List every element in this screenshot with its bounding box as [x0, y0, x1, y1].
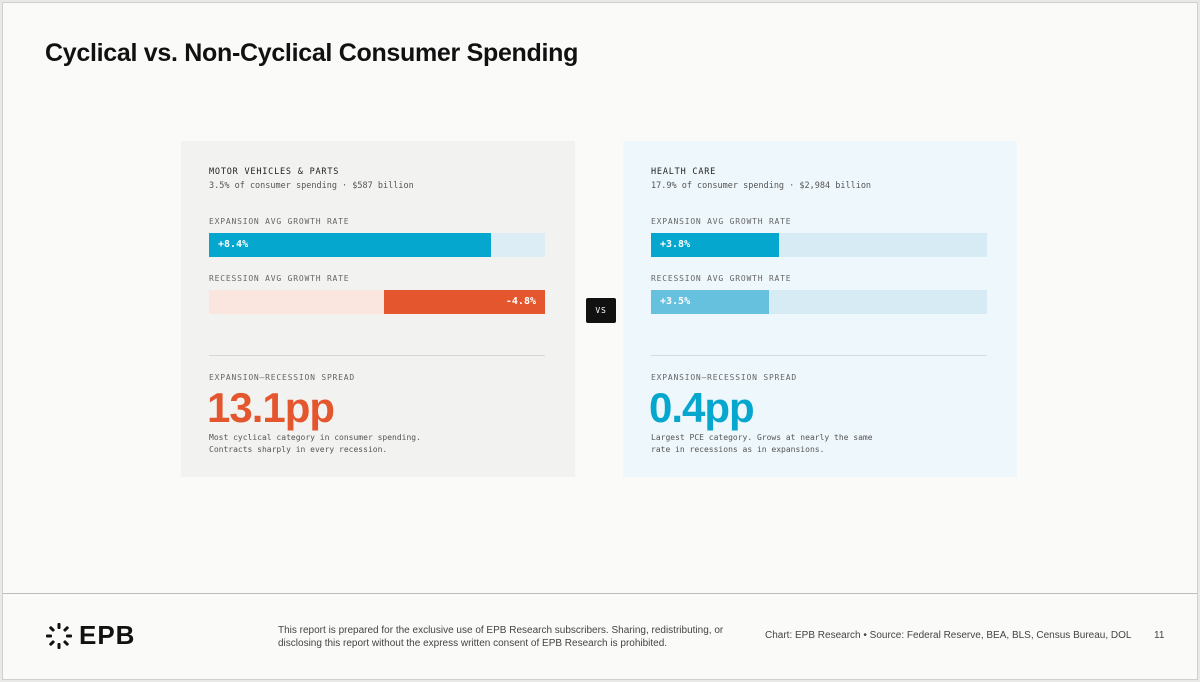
expansion-value-label: +3.8%	[660, 239, 691, 250]
spread-note: Largest PCE category. Grows at nearly th…	[651, 433, 873, 454]
epb-star-icon	[46, 622, 72, 649]
expansion-label: EXPANSION AVG GROWTH RATE	[209, 217, 350, 226]
category-subtitle: 3.5% of consumer spending · $587 billion	[209, 181, 414, 191]
divider	[209, 355, 545, 356]
page-number: 11	[1154, 630, 1165, 641]
expansion-bar	[209, 233, 491, 257]
logo-text: EPB	[79, 620, 136, 650]
spread-label: EXPANSION–RECESSION SPREAD	[651, 373, 798, 382]
divider	[651, 355, 987, 356]
panel-non-cyclical: HEALTH CARE 17.9% of consumer spending ·…	[623, 141, 1017, 477]
epb-logo: EPB	[45, 620, 135, 651]
recession-label: RECESSION AVG GROWTH RATE	[209, 274, 350, 283]
footer-divider	[3, 593, 1197, 594]
vs-badge: VS	[586, 298, 616, 323]
spread-note: Most cyclical category in consumer spend…	[209, 433, 421, 454]
panel-cyclical: MOTOR VEHICLES & PARTS 3.5% of consumer …	[181, 141, 575, 477]
expansion-bar-track: +8.4%	[209, 233, 545, 257]
recession-value-label: -4.8%	[505, 296, 536, 307]
spread-value: 0.4pp	[649, 384, 755, 431]
recession-label: RECESSION AVG GROWTH RATE	[651, 274, 792, 283]
expansion-label: EXPANSION AVG GROWTH RATE	[651, 217, 792, 226]
page-title: Cyclical vs. Non-Cyclical Consumer Spend…	[45, 39, 579, 67]
recession-bar	[651, 290, 769, 314]
source-text: Chart: EPB Research • Source: Federal Re…	[765, 630, 1132, 641]
category-title: MOTOR VEHICLES & PARTS	[209, 167, 340, 177]
category-title: HEALTH CARE	[651, 167, 717, 177]
expansion-bar	[651, 233, 779, 257]
category-subtitle: 17.9% of consumer spending · $2,984 bill…	[651, 181, 872, 191]
recession-bar-track: -4.8%	[209, 290, 545, 314]
expansion-value-label: +8.4%	[218, 239, 249, 250]
expansion-bar-track: +3.8%	[651, 233, 987, 257]
spread-label: EXPANSION–RECESSION SPREAD	[209, 373, 356, 382]
recession-value-label: +3.5%	[660, 296, 691, 307]
recession-bar-track: +3.5%	[651, 290, 987, 314]
disclaimer-text: This report is prepared for the exclusiv…	[278, 625, 724, 649]
spread-value: 13.1pp	[207, 384, 335, 431]
recession-bar	[384, 290, 545, 314]
